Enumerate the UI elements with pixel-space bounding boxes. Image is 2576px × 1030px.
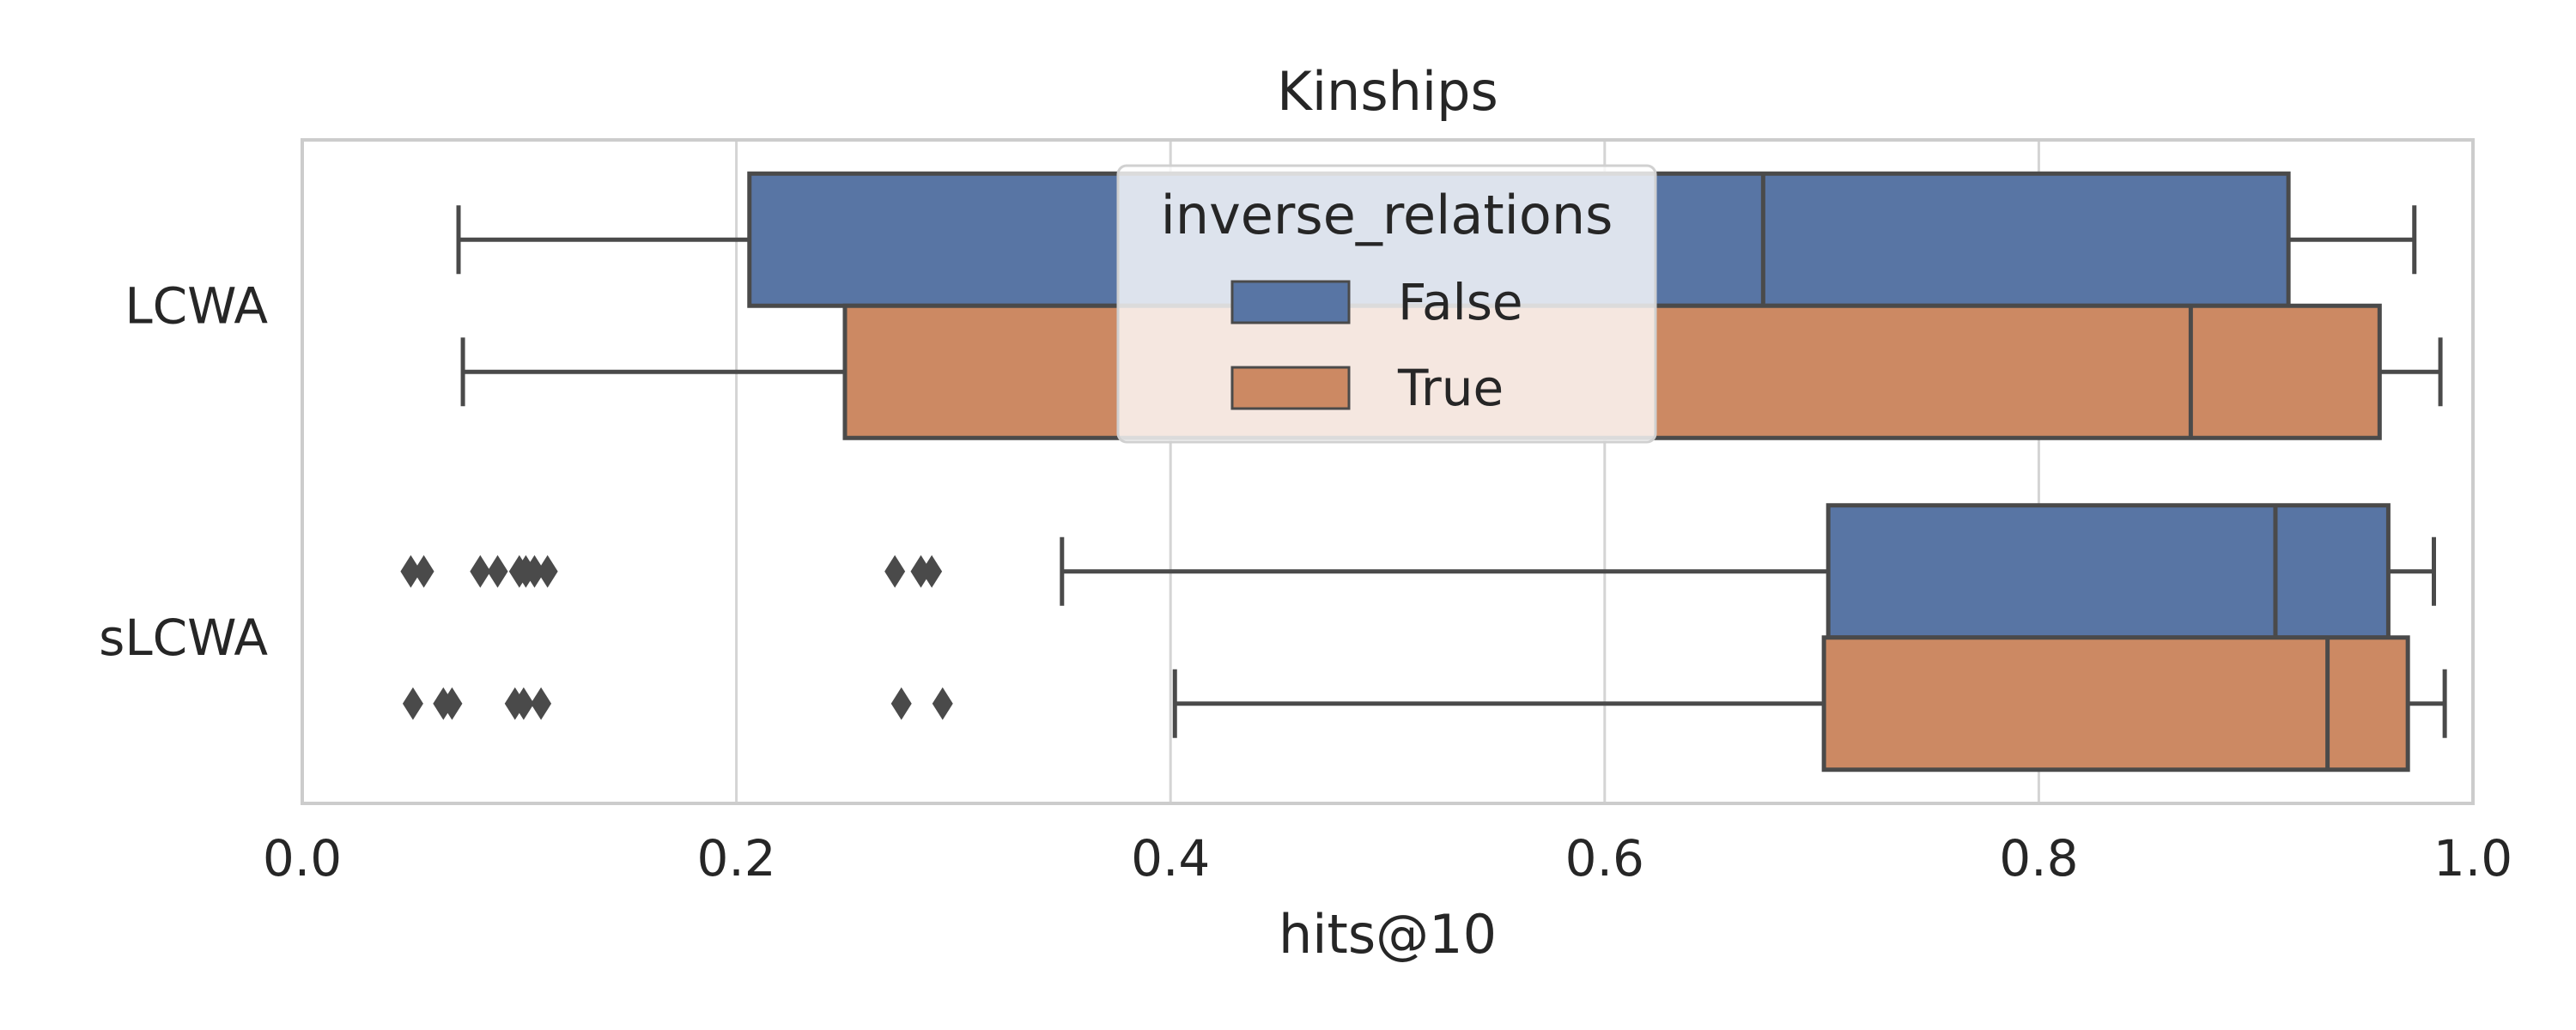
chart-title: Kinships	[1277, 60, 1498, 123]
outlier-point	[441, 687, 463, 720]
outlier-point	[921, 554, 943, 588]
legend-swatch	[1230, 366, 1351, 410]
outlier-point	[470, 554, 491, 588]
y-tick-label: LCWA	[125, 276, 268, 335]
x-tick-label: 0.6	[1565, 829, 1644, 888]
outlier-point	[910, 554, 932, 588]
x-tick-label: 1.0	[2433, 829, 2512, 888]
outlier-point	[487, 554, 508, 588]
x-axis-label: hits@10	[1279, 903, 1497, 966]
outlier-point	[513, 687, 534, 720]
outlier-point	[932, 687, 953, 720]
box-True-sLCWA	[402, 635, 2447, 772]
legend: inverse_relations False True	[1116, 164, 1657, 444]
legend-title: inverse_relations	[1161, 184, 1613, 246]
legend-swatch	[1230, 280, 1351, 324]
y-tick-labels: LCWA sLCWA	[99, 276, 268, 667]
x-tick-label: 0.8	[1999, 829, 2078, 888]
outlier-point	[890, 687, 912, 720]
plot-frame	[301, 138, 2475, 805]
outlier-point	[402, 687, 423, 720]
outlier-point	[531, 687, 552, 720]
x-tick-label: 0.4	[1131, 829, 1210, 888]
outlier-point	[524, 554, 545, 588]
outlier-point	[537, 554, 558, 588]
x-tick-labels: 0.0 0.2 0.4 0.6 0.8 1.0	[263, 829, 2512, 888]
y-tick-label: sLCWA	[99, 609, 268, 667]
x-tick-label: 0.0	[263, 829, 342, 888]
outlier-point	[413, 554, 434, 588]
legend-label: False	[1398, 273, 1523, 331]
outlier-point	[400, 554, 422, 588]
box-False-sLCWA	[400, 503, 2436, 640]
x-tick-label: 0.2	[696, 829, 775, 888]
iqr-box	[1821, 635, 2410, 772]
iqr-box	[1826, 503, 2391, 640]
outlier-point	[884, 554, 906, 588]
legend-label: True	[1397, 359, 1504, 417]
